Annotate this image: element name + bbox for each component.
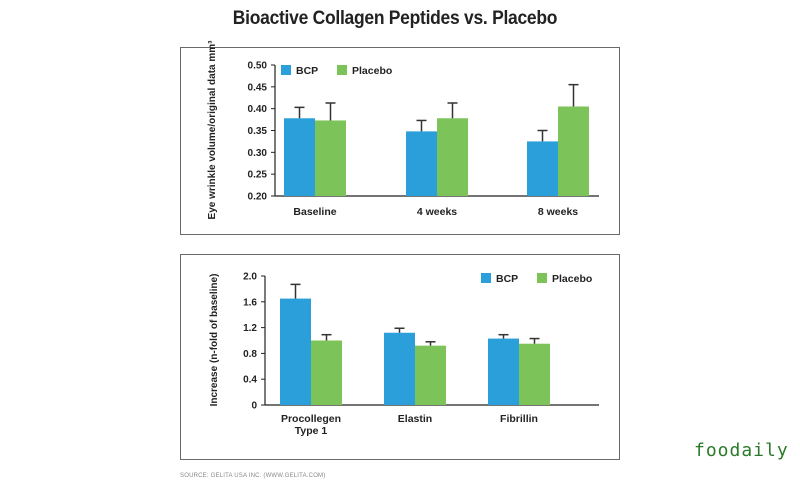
y-axis-label: Eye wrinkle volume/original data mm³ [207,40,218,220]
y-tick-label: 0.50 [248,61,268,72]
category-label: 8 weeks [538,206,578,218]
bar-placebo-1 [311,340,342,405]
legend-label-bcp: BCP [496,273,518,285]
source-note: SOURCE: GELITA USA INC. (WWW.GELITA.COM) [180,473,326,479]
bar-bcp-2 [406,131,437,196]
category-label-line: Fibrillin [500,413,538,425]
y-tick-label: 0.25 [248,170,268,181]
legend-label-placebo: Placebo [552,273,592,285]
category-label-line: Elastin [398,413,432,425]
chart-panel-fold-increase: 0 0.4 0.8 1.2 1.6 2.0 Increase (n-fold of base… [180,254,620,460]
bar-placebo-1 [315,120,346,196]
legend-swatch-bcp [481,273,491,283]
category-label: Elastin [398,413,432,425]
legend-swatch-placebo [537,273,547,283]
bar-placebo-2 [415,345,446,405]
y-tick-label: 1.6 [243,297,257,308]
y-tick-label: 0.8 [243,349,257,360]
chart-title: Bioactive Collagen Peptides vs. Placebo [232,8,558,29]
bar-placebo-3 [558,106,589,196]
category-label: Baseline [293,206,336,218]
watermark-text: foodaily [694,440,789,461]
chart-panel-wrinkle-volume: 0.20 0.25 0.30 0.35 0.40 0.45 0.50 Eye wrinkle … [180,40,620,235]
y-tick-label: 2.0 [243,272,257,283]
category-label: 4 weeks [417,206,457,218]
category-label: Fibrillin [500,413,538,425]
category-label-line: Type 1 [295,425,328,437]
y-tick-label: 0.4 [243,375,257,386]
wrinkle-volume-chart: 0.20 0.25 0.30 0.35 0.40 0.45 0.50 Eye wrinkle … [207,40,599,219]
y-tick-label: 0.20 [248,192,268,203]
bar-bcp-1 [284,118,315,196]
y-tick-label: 1.2 [243,323,257,334]
y-tick-label: 0.35 [248,126,268,137]
legend-swatch-placebo [337,65,347,75]
bar-bcp-2 [384,332,415,405]
bar-placebo-3 [519,343,550,405]
y-tick-label: 0.30 [248,148,268,159]
bar-bcp-3 [527,141,558,196]
category-label-line: 4 weeks [417,206,457,218]
y-axis-label: Increase (n-fold of baseline) [209,274,220,407]
category-label-line: Procollegen [281,413,341,425]
y-tick-label: 0.45 [248,82,268,93]
legend-swatch-bcp [281,65,291,75]
legend-label-bcp: BCP [296,65,318,77]
legend-label-placebo: Placebo [352,65,392,77]
category-label-line: Baseline [293,206,336,218]
fold-increase-chart: 0 0.4 0.8 1.2 1.6 2.0 Increase (n-fold of base… [209,272,599,437]
bar-bcp-1 [280,298,311,405]
bar-bcp-3 [488,338,519,405]
y-tick-label: 0 [251,401,257,412]
category-label-line: 8 weeks [538,206,578,218]
category-label: Procollegen Type 1 [281,413,341,437]
bar-placebo-2 [437,118,468,196]
y-tick-label: 0.40 [248,104,268,115]
